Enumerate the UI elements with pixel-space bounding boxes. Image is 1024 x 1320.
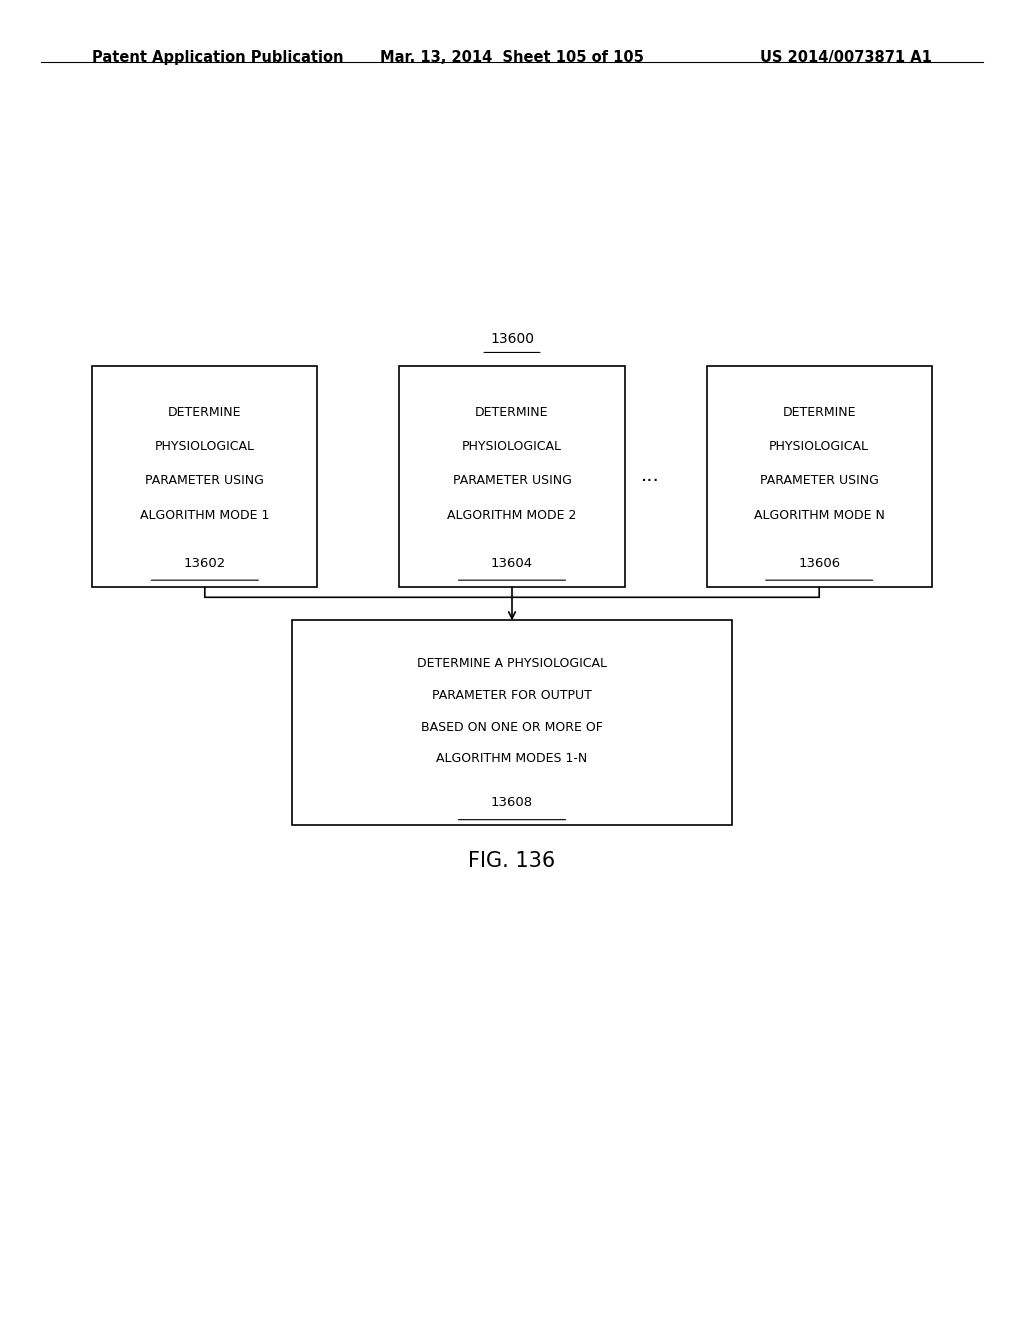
Text: DETERMINE A PHYSIOLOGICAL: DETERMINE A PHYSIOLOGICAL (417, 657, 607, 671)
Text: 13600: 13600 (490, 331, 534, 346)
Text: PARAMETER USING: PARAMETER USING (453, 474, 571, 487)
Text: Patent Application Publication: Patent Application Publication (92, 50, 344, 65)
Text: US 2014/0073871 A1: US 2014/0073871 A1 (760, 50, 932, 65)
FancyBboxPatch shape (707, 366, 932, 587)
Text: 13608: 13608 (490, 796, 534, 809)
Text: ALGORITHM MODES 1-N: ALGORITHM MODES 1-N (436, 752, 588, 766)
Text: DETERMINE: DETERMINE (168, 405, 242, 418)
Text: Mar. 13, 2014  Sheet 105 of 105: Mar. 13, 2014 Sheet 105 of 105 (380, 50, 644, 65)
FancyBboxPatch shape (292, 620, 732, 825)
Text: DETERMINE: DETERMINE (782, 405, 856, 418)
Text: BASED ON ONE OR MORE OF: BASED ON ONE OR MORE OF (421, 721, 603, 734)
Text: ALGORITHM MODE N: ALGORITHM MODE N (754, 508, 885, 521)
Text: 13602: 13602 (183, 557, 226, 569)
Text: PARAMETER FOR OUTPUT: PARAMETER FOR OUTPUT (432, 689, 592, 702)
Text: 13604: 13604 (490, 557, 534, 569)
Text: ALGORITHM MODE 1: ALGORITHM MODE 1 (140, 508, 269, 521)
Text: PHYSIOLOGICAL: PHYSIOLOGICAL (769, 440, 869, 453)
Text: PARAMETER USING: PARAMETER USING (760, 474, 879, 487)
Text: 13606: 13606 (798, 557, 841, 569)
Text: PHYSIOLOGICAL: PHYSIOLOGICAL (155, 440, 255, 453)
FancyBboxPatch shape (92, 366, 317, 587)
FancyBboxPatch shape (399, 366, 625, 587)
Text: PHYSIOLOGICAL: PHYSIOLOGICAL (462, 440, 562, 453)
Text: DETERMINE: DETERMINE (475, 405, 549, 418)
Text: PARAMETER USING: PARAMETER USING (145, 474, 264, 487)
Text: FIG. 136: FIG. 136 (468, 851, 556, 871)
Text: ALGORITHM MODE 2: ALGORITHM MODE 2 (447, 508, 577, 521)
Text: ...: ... (641, 466, 659, 484)
